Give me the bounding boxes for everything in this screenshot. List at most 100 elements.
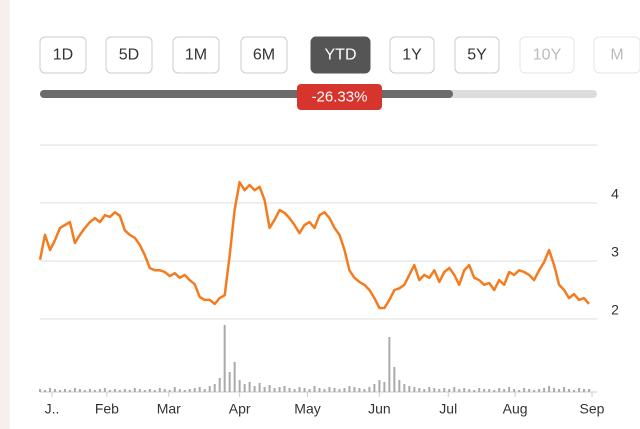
range-button[interactable] bbox=[105, 36, 153, 74]
volume-bar bbox=[133, 388, 136, 392]
volume-bar bbox=[223, 325, 226, 392]
volume-bar bbox=[553, 388, 556, 392]
volume-bar bbox=[423, 389, 426, 392]
volume-bar bbox=[333, 388, 336, 392]
range-button-label[interactable]: 5D bbox=[119, 47, 139, 64]
volume-bar bbox=[323, 389, 326, 392]
volume-bar bbox=[583, 389, 586, 392]
volume-bar bbox=[383, 382, 386, 392]
volume-bar bbox=[63, 389, 66, 392]
volume-bar bbox=[488, 389, 491, 392]
volume-bar bbox=[528, 389, 531, 392]
x-tick-label: Feb bbox=[95, 401, 119, 417]
volume-bar bbox=[73, 388, 76, 392]
volume-bar bbox=[293, 389, 296, 392]
volume-bar bbox=[228, 372, 231, 392]
x-tick-label: Mar bbox=[157, 401, 181, 417]
x-tick-label: Jun bbox=[368, 401, 391, 417]
volume-bar bbox=[183, 390, 186, 392]
volume-bar bbox=[568, 389, 571, 392]
volume-bar bbox=[213, 384, 216, 392]
range-button[interactable] bbox=[310, 36, 371, 74]
volume-bar bbox=[198, 387, 201, 392]
volume-bar bbox=[573, 390, 576, 392]
volume-bar bbox=[268, 385, 271, 392]
volume-bar bbox=[68, 390, 71, 392]
change-badge bbox=[297, 84, 382, 110]
range-button[interactable] bbox=[389, 36, 435, 74]
volume-bar bbox=[173, 387, 176, 392]
volume-bar bbox=[543, 388, 546, 392]
volume-bar bbox=[338, 389, 341, 392]
volume-bar bbox=[248, 382, 251, 392]
volume-bar bbox=[503, 389, 506, 392]
volume-bar bbox=[433, 388, 436, 392]
x-tick-label: Aug bbox=[503, 401, 528, 417]
range-button-label[interactable]: 1Y bbox=[402, 47, 422, 64]
volume-bar bbox=[93, 390, 96, 392]
y-tick-label: 2 bbox=[611, 302, 619, 318]
volume-bar bbox=[178, 389, 181, 392]
volume-bar bbox=[368, 387, 371, 392]
x-tick-label: Apr bbox=[229, 401, 251, 417]
price-line bbox=[38, 180, 590, 310]
volume-bar bbox=[158, 388, 161, 392]
volume-bar bbox=[328, 387, 331, 392]
volume-bar bbox=[343, 388, 346, 392]
range-buttons: 1D 5D 1M 6M YTD 1Y 5Y 10Y M bbox=[39, 36, 640, 74]
volume-bar bbox=[148, 389, 151, 392]
volume-bar bbox=[483, 389, 486, 392]
volume-bar bbox=[238, 380, 241, 392]
range-button-label[interactable]: 6M bbox=[253, 47, 275, 64]
range-button[interactable] bbox=[240, 36, 288, 74]
volume-bar bbox=[478, 388, 481, 392]
volume-bar bbox=[193, 388, 196, 392]
volume-bar bbox=[548, 386, 551, 392]
volume-bar bbox=[318, 388, 321, 392]
volume-bar bbox=[438, 389, 441, 392]
volume-bar bbox=[53, 389, 56, 392]
volume-bar bbox=[128, 390, 131, 392]
range-button[interactable] bbox=[593, 36, 640, 74]
volume-bar bbox=[398, 380, 401, 392]
range-button-label[interactable]: 10Y bbox=[533, 47, 562, 64]
volume-bar bbox=[428, 387, 431, 392]
x-tick-label: May bbox=[294, 401, 320, 417]
volume-bar bbox=[373, 384, 376, 392]
volume-bar bbox=[468, 389, 471, 392]
x-tick-label: Jul bbox=[439, 401, 457, 417]
volume-bar bbox=[143, 390, 146, 392]
volume-bar bbox=[83, 390, 86, 392]
slider-fill bbox=[40, 90, 453, 98]
volume-bar bbox=[348, 386, 351, 392]
volume-bar bbox=[308, 389, 311, 392]
volume-bar bbox=[123, 389, 126, 392]
volume-bar bbox=[208, 386, 211, 392]
volume-bar bbox=[418, 388, 421, 392]
volume-bar bbox=[448, 389, 451, 392]
range-button[interactable] bbox=[39, 36, 87, 74]
volume-bar bbox=[168, 390, 171, 392]
range-button-label[interactable]: 1D bbox=[53, 47, 73, 64]
range-button[interactable] bbox=[172, 36, 220, 74]
volume-bar bbox=[513, 389, 516, 392]
range-button-label[interactable]: YTD bbox=[325, 47, 357, 64]
volume-bar bbox=[413, 387, 416, 392]
volume-bar bbox=[458, 389, 461, 392]
volume-bar bbox=[78, 389, 81, 392]
volume-bar bbox=[523, 388, 526, 392]
volume-bar bbox=[303, 388, 306, 392]
volume-bar bbox=[578, 388, 581, 392]
volume-bar bbox=[453, 387, 456, 392]
volume-bar bbox=[88, 389, 91, 392]
volume-bar bbox=[163, 389, 166, 392]
range-button[interactable] bbox=[519, 36, 575, 74]
range-button[interactable] bbox=[454, 36, 500, 74]
volume-bar bbox=[233, 362, 236, 392]
volume-bar bbox=[138, 389, 141, 392]
range-button-label[interactable]: 1M bbox=[185, 47, 207, 64]
range-button-label[interactable]: M bbox=[610, 47, 623, 64]
volume-bar bbox=[103, 388, 106, 392]
range-button-label[interactable]: 5Y bbox=[467, 47, 487, 64]
